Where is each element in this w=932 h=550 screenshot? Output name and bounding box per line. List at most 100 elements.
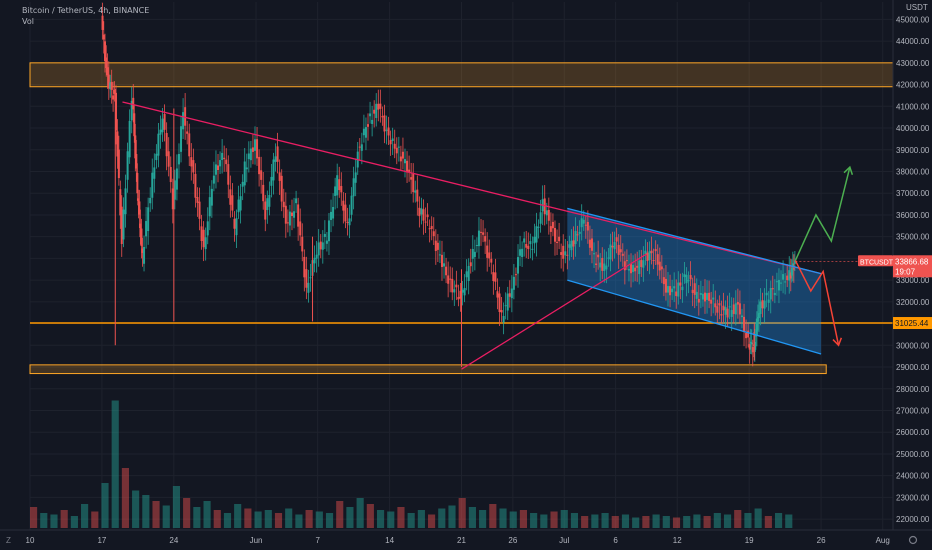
volume-bar [142, 495, 150, 528]
candle-body [408, 169, 411, 172]
symbol-badge [858, 255, 893, 267]
volume-bar [305, 510, 313, 528]
candle-body [730, 310, 733, 317]
candle-body [173, 180, 176, 200]
candle-body [340, 186, 343, 193]
candle-body [681, 286, 684, 291]
candle-body [432, 231, 435, 237]
volume-bar [101, 483, 109, 528]
volume-bar [489, 504, 497, 528]
volume-bar [81, 504, 89, 528]
candle-body [210, 188, 213, 206]
candle-body [784, 281, 787, 283]
price-tick-label: 37000.00 [896, 189, 930, 198]
candle-body [451, 278, 454, 293]
candle-body [675, 291, 678, 297]
candle-body [112, 95, 115, 100]
volume-bar [438, 508, 446, 528]
candle-body [303, 256, 306, 278]
candle-body [475, 244, 478, 246]
gear-icon[interactable] [908, 535, 918, 545]
price-tick-label: 22000.00 [896, 515, 930, 524]
candle-body [367, 124, 370, 127]
candle-body [453, 289, 456, 293]
candle-body [253, 139, 256, 151]
candle-body [553, 228, 556, 242]
candle-body [761, 300, 764, 309]
price-tick-label: 27000.00 [896, 406, 930, 415]
candle-body [399, 156, 402, 162]
candle-body [743, 316, 746, 333]
candle-body [708, 292, 711, 301]
candle-body [750, 342, 753, 345]
price-tick-label: 40000.00 [896, 124, 930, 133]
candle-body [752, 344, 755, 346]
candle-body [358, 146, 361, 148]
candle-body [667, 286, 670, 293]
candle-body [137, 198, 140, 206]
candle-body [305, 269, 308, 288]
candle-body [192, 160, 195, 173]
candle-body [245, 167, 248, 170]
candle-body [463, 288, 466, 296]
candle-body [403, 159, 406, 164]
time-tick-label: 24 [169, 536, 178, 545]
price-tick-label: 38000.00 [896, 167, 930, 176]
candle-body [196, 196, 199, 203]
candle-body [231, 195, 234, 211]
candle-body [219, 160, 222, 167]
candle-body [650, 250, 653, 254]
candle-body [204, 237, 207, 250]
time-axis-labels: 10 17 24 Jun 7 14 21 26 Jul 6 12 19 26 Aug [26, 536, 890, 545]
candle-body [128, 120, 131, 158]
candle-body [182, 112, 185, 130]
candle-body [280, 175, 283, 202]
trendline [567, 279, 822, 355]
candle-body [200, 226, 203, 242]
candle-body [389, 140, 392, 145]
candle-body [714, 303, 717, 308]
candle-body [105, 57, 108, 69]
candle-body [512, 276, 515, 290]
candle-body [141, 248, 144, 253]
candle-body [332, 207, 335, 219]
candle-body [364, 127, 367, 138]
candle-body [126, 151, 129, 180]
candle-body [736, 302, 739, 305]
candle-body [161, 118, 164, 133]
candle-body [527, 245, 530, 250]
candle-body [346, 221, 349, 223]
candle-body [465, 271, 468, 278]
candle-body [578, 231, 581, 234]
candle-body [325, 240, 328, 244]
candle-body [586, 221, 589, 231]
candle-body [436, 242, 439, 250]
candle-body [180, 126, 183, 152]
volume-bar [744, 513, 752, 528]
candle-body [699, 293, 702, 295]
candle-body [165, 132, 168, 157]
time-tick-label: Jun [250, 536, 263, 545]
time-tick-label: 14 [385, 536, 394, 545]
price-tick-label: 44000.00 [896, 37, 930, 46]
candle-body [459, 290, 462, 299]
candle-body [490, 258, 493, 263]
candle-body [157, 133, 160, 156]
trendline [461, 253, 647, 370]
candle-body [506, 293, 509, 311]
time-tick-label: Aug [876, 536, 890, 545]
candle-body [687, 280, 690, 282]
candle-body [130, 100, 133, 121]
candle-body [712, 297, 715, 300]
candle-body [473, 251, 476, 257]
volume-bar [530, 513, 538, 528]
candle-body [256, 139, 259, 159]
candle-body [701, 293, 704, 300]
candle-body [644, 250, 647, 255]
candle-body [342, 200, 345, 211]
candle-body [669, 286, 672, 296]
volume-bar [601, 513, 609, 528]
candle-body [247, 153, 250, 160]
